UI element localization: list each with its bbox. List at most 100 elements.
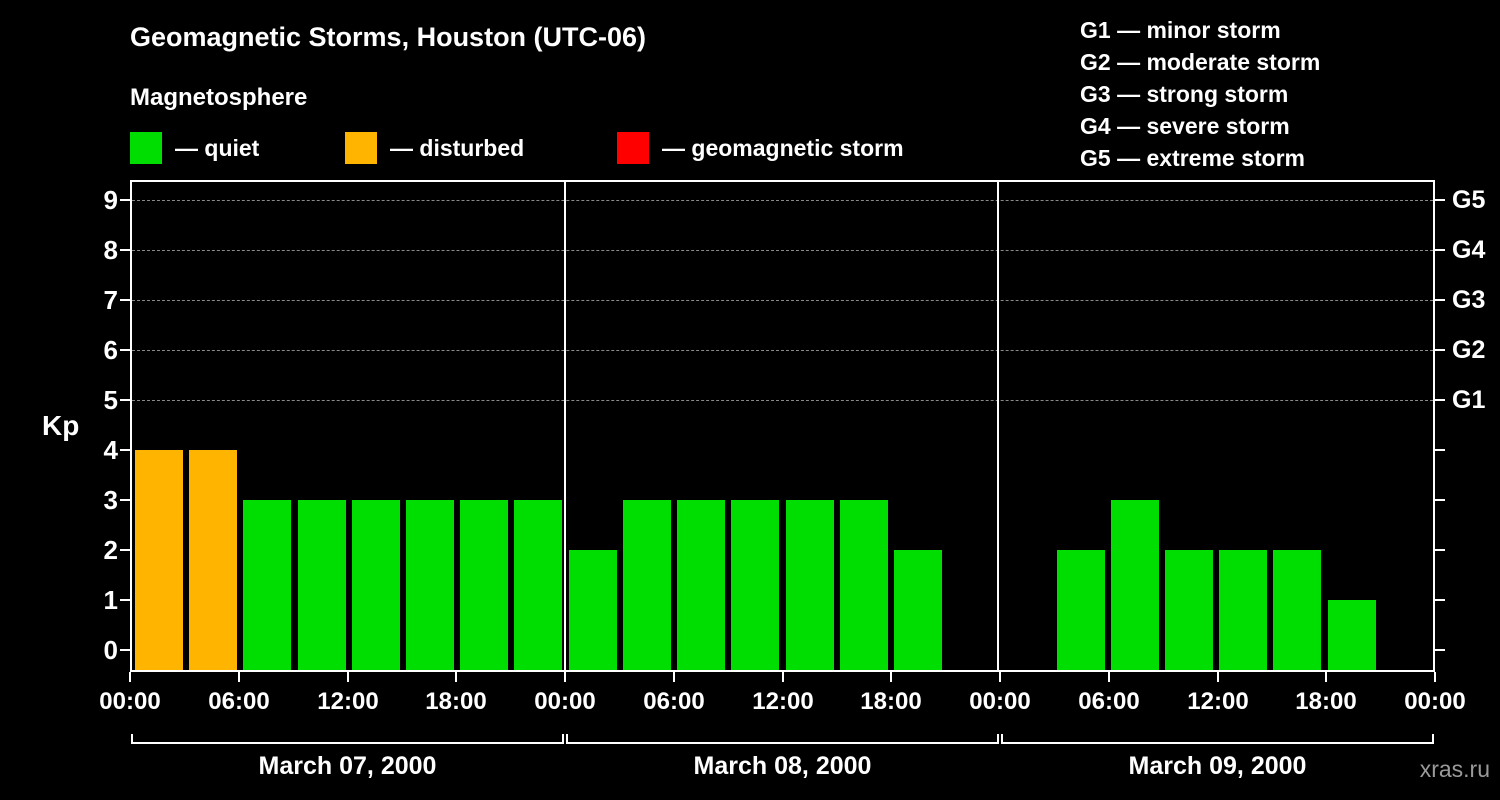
- date-label: March 07, 2000: [258, 752, 437, 780]
- legend-item-quiet: — quiet: [130, 132, 259, 164]
- kp-bar: [840, 500, 888, 670]
- right-axis-tick: [1435, 649, 1445, 651]
- right-axis-tick: [1435, 199, 1445, 201]
- kp-bar: [298, 500, 346, 670]
- x-tick-label: 00:00: [969, 688, 1031, 715]
- y-axis-tick: [120, 599, 130, 601]
- y-axis-tick: [120, 199, 130, 201]
- right-axis-tick: [1435, 299, 1445, 301]
- x-axis-tick: [673, 672, 675, 682]
- y-tick-label: 0: [103, 635, 118, 665]
- x-axis-tick: [238, 672, 240, 682]
- y-axis-tick: [120, 399, 130, 401]
- right-axis-tick: [1435, 549, 1445, 551]
- legend-label-storm: — geomagnetic storm: [662, 134, 904, 161]
- gridline-kp-8: [132, 250, 1433, 251]
- kp-bar: [786, 500, 834, 670]
- storm-scale-item-g5: G5 — extreme storm: [1080, 145, 1305, 171]
- kp-bar: [514, 500, 562, 670]
- kp-bar: [1111, 500, 1159, 670]
- gridline-kp-9: [132, 200, 1433, 201]
- storm-scale-item-g1: G1 — minor storm: [1080, 17, 1281, 43]
- kp-bar: [1219, 550, 1267, 670]
- day-separator: [997, 182, 999, 670]
- storm-scale-item-g2: G2 — moderate storm: [1080, 49, 1321, 75]
- y-tick-label: 6: [103, 335, 118, 365]
- x-axis-tick: [1325, 672, 1327, 682]
- g-level-label-g5: G5: [1452, 186, 1486, 214]
- kp-bar: [1273, 550, 1321, 670]
- kp-bar: [569, 550, 617, 670]
- disturbed-color-swatch: [345, 132, 377, 164]
- y-axis-tick: [120, 649, 130, 651]
- x-axis-tick: [347, 672, 349, 682]
- y-tick-label: 2: [103, 535, 118, 565]
- legend-item-storm: — geomagnetic storm: [617, 132, 904, 164]
- y-tick-label: 1: [103, 585, 118, 615]
- kp-bar: [894, 550, 942, 670]
- y-axis-tick: [120, 349, 130, 351]
- y-axis-label: Kp: [42, 410, 80, 441]
- x-tick-label: 12:00: [752, 688, 814, 715]
- x-axis-tick: [782, 672, 784, 682]
- x-axis-tick: [129, 672, 131, 682]
- x-axis-tick: [455, 672, 457, 682]
- kp-bar: [135, 450, 183, 670]
- x-tick-label: 06:00: [643, 688, 705, 715]
- y-tick-label: 8: [103, 235, 118, 265]
- x-tick-label: 00:00: [534, 688, 596, 715]
- x-tick-label: 00:00: [1404, 688, 1466, 715]
- right-axis-tick: [1435, 499, 1445, 501]
- g-level-label-g3: G3: [1452, 286, 1486, 314]
- x-tick-label: 18:00: [1295, 688, 1357, 715]
- x-tick-label: 12:00: [1187, 688, 1249, 715]
- y-axis-tick: [120, 499, 130, 501]
- storm-color-swatch: [617, 132, 649, 164]
- kp-bar: [352, 500, 400, 670]
- day-separator: [564, 182, 566, 670]
- plot-area: [130, 180, 1435, 672]
- date-bracket: [1001, 734, 1434, 744]
- date-bracket: [131, 734, 564, 744]
- x-axis-tick: [1217, 672, 1219, 682]
- y-tick-label: 4: [103, 435, 118, 465]
- y-tick-label: 3: [103, 485, 118, 515]
- g-level-label-g4: G4: [1452, 236, 1486, 264]
- legend-label-quiet: — quiet: [175, 134, 260, 161]
- y-tick-label: 5: [103, 385, 118, 415]
- legend-heading: Magnetosphere: [130, 84, 308, 111]
- y-axis-tick: [120, 449, 130, 451]
- kp-bar: [1165, 550, 1213, 670]
- right-axis-tick: [1435, 349, 1445, 351]
- date-bracket: [566, 734, 999, 744]
- quiet-color-swatch: [130, 132, 162, 164]
- y-tick-label: 7: [103, 285, 118, 315]
- y-axis-tick: [120, 249, 130, 251]
- kp-bar: [243, 500, 291, 670]
- right-axis-tick: [1435, 399, 1445, 401]
- date-label: March 08, 2000: [693, 752, 872, 780]
- gridline-kp-5: [132, 400, 1433, 401]
- right-axis-tick: [1435, 449, 1445, 451]
- right-axis-tick: [1435, 599, 1445, 601]
- watermark: xras.ru: [1419, 756, 1490, 782]
- date-label: March 09, 2000: [1128, 752, 1307, 780]
- x-axis-tick: [1108, 672, 1110, 682]
- kp-bar: [460, 500, 508, 670]
- g-level-label-g1: G1: [1452, 386, 1486, 414]
- x-axis-tick: [1434, 672, 1436, 682]
- chart-title: Geomagnetic Storms, Houston (UTC-06): [130, 22, 647, 52]
- storm-scale-legend: G1 — minor storm G2 — moderate storm G3 — …: [1080, 14, 1320, 174]
- kp-bar: [189, 450, 237, 670]
- y-tick-label: 9: [103, 185, 118, 215]
- x-axis-tick: [890, 672, 892, 682]
- kp-bar: [1057, 550, 1105, 670]
- x-axis-tick: [564, 672, 566, 682]
- x-tick-label: 00:00: [99, 688, 161, 715]
- kp-bar: [1328, 600, 1376, 670]
- storm-scale-item-g4: G4 — severe storm: [1080, 113, 1290, 139]
- legend-label-disturbed: — disturbed: [390, 134, 525, 161]
- x-axis-tick: [999, 672, 1001, 682]
- y-axis-tick: [120, 549, 130, 551]
